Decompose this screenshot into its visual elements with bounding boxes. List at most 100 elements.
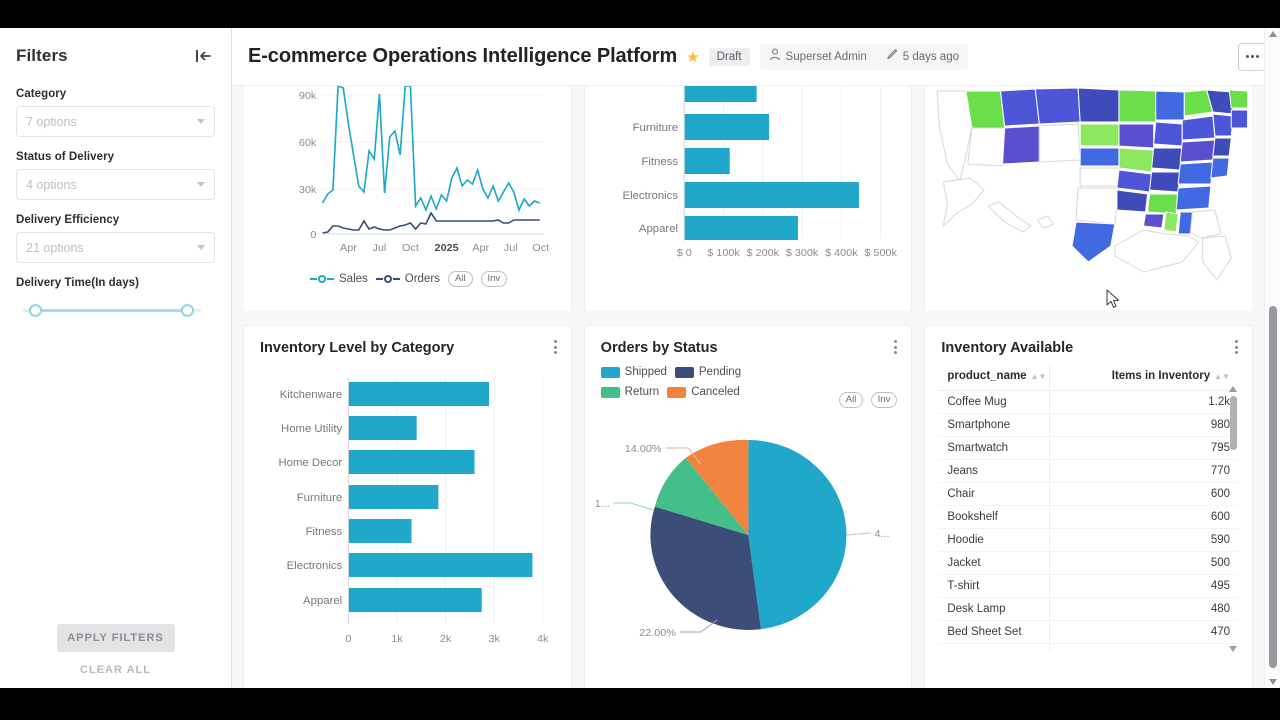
svg-text:$ 0: $ 0 [676,247,691,259]
timeseries-legend: Sales Orders All Inv [310,271,508,287]
table-row[interactable]: T-shirt 495 [939,574,1239,598]
table-row[interactable]: Desk Lamp 480 [939,597,1239,621]
cell-product-name: Hoodie [939,528,1078,552]
column-header-product-name[interactable]: product_name ▲▼ [939,364,1078,391]
inventory-table-wrap: product_name ▲▼ Items in Inventory ▲▼ Coff… [939,364,1239,652]
page-scrollbar-thumb[interactable] [1269,306,1277,668]
svg-text:Home Decor: Home Decor [278,457,342,469]
sales-by-category-chart: Furniture Fitness Electronics Apparel $ … [622,86,897,259]
cell-product-name: Bookshelf [939,505,1078,529]
filter-select-delivery-efficiency[interactable]: 21 options [16,232,215,263]
chart-card-inventory-level-by-category[interactable]: Inventory Level by Category [244,326,571,688]
badge-all[interactable]: All [447,271,473,287]
slider-handle-max[interactable] [181,304,194,317]
svg-text:$ 200k: $ 200k [746,247,779,259]
kebab-menu-icon[interactable] [894,340,898,354]
scroll-up-arrow-icon[interactable] [1269,31,1277,37]
page-scrollbar[interactable] [1264,28,1280,688]
svg-text:Oct: Oct [532,242,549,254]
inventory-table: product_name ▲▼ Items in Inventory ▲▼ Coff… [939,364,1239,644]
table-row[interactable]: Smartphone 980 [939,413,1239,437]
sales-orders-timeseries-chart: 90k 60k 30k 0 Apr Jul Oct 2025 [299,86,549,254]
scroll-down-arrow-icon[interactable] [1229,646,1238,652]
dashboard-owner: Superset Admin [785,50,867,63]
cell-items: 600 [1077,505,1239,529]
chart-card-inventory-available[interactable]: Inventory Available product_name ▲▼ [925,326,1253,688]
svg-text:Apparel: Apparel [639,223,678,235]
svg-text:$ 100k: $ 100k [707,247,740,259]
table-row[interactable]: Bookshelf 600 [939,505,1239,529]
apply-filters-button[interactable]: APPLY FILTERS [56,624,175,652]
badge-all[interactable]: All [838,392,864,408]
card-title-inventory-available: Inventory Available [941,340,1074,356]
filter-actions: APPLY FILTERS CLEAR ALL [0,624,231,680]
filter-select-status-of-delivery[interactable]: 4 options [16,169,215,200]
last-modified: 5 days ago [902,50,959,63]
clear-all-button[interactable]: CLEAR ALL [70,660,161,680]
svg-text:Furniture: Furniture [632,122,677,134]
dashboard-row-1: 90k 60k 30k 0 Apr Jul Oct 2025 [244,86,1252,311]
svg-text:90k: 90k [299,90,317,102]
slider-handle-min[interactable] [29,304,42,317]
scroll-up-arrow-icon[interactable] [1229,386,1238,392]
chart-card-sales-by-state-map[interactable] [925,86,1252,311]
collapse-left-icon[interactable] [193,45,215,67]
table-scrollbar[interactable] [1229,386,1238,652]
chart-card-sales-orders-timeseries[interactable]: 90k 60k 30k 0 Apr Jul Oct 2025 [244,86,571,311]
filters-title: Filters [16,46,68,65]
svg-text:Jul: Jul [504,242,518,254]
table-row[interactable]: Coffee Mug 1.2k [939,390,1239,414]
cell-items: 795 [1077,436,1239,460]
chart-card-orders-by-status[interactable]: Orders by Status Shipped Pending [584,326,912,688]
table-row[interactable]: Bed Sheet Set 470 [939,620,1239,644]
svg-text:Apr: Apr [472,242,489,254]
column-header-items-in-inventory[interactable]: Items in Inventory ▲▼ [1077,364,1239,391]
status-badge: Draft [708,47,750,66]
legend-item-shipped[interactable]: Shipped [600,366,667,378]
filter-group-status-of-delivery: Status of Delivery 4 options [16,151,215,200]
legend-label-return: Return [624,386,660,398]
svg-text:Furniture: Furniture [297,492,342,504]
cell-product-name: Jacket [939,551,1078,575]
badge-inv[interactable]: Inv [870,392,898,408]
card-title-inventory-level: Inventory Level by Category [260,340,455,356]
table-row[interactable]: Jacket 500 [939,551,1239,575]
table-row[interactable]: Jeans 770 [939,459,1239,483]
kebab-menu-icon[interactable] [553,340,557,354]
legend-item-canceled[interactable]: Canceled [667,386,740,398]
scroll-down-arrow-icon[interactable] [1269,679,1277,685]
return-swatch-icon [600,386,620,398]
cell-product-name: Smartphone [939,413,1078,437]
filter-select-category[interactable]: 7 options [16,106,215,137]
delivery-time-slider[interactable] [16,302,215,318]
ellipsis-icon[interactable] [1238,42,1266,71]
star-icon[interactable]: ★ [686,48,700,66]
svg-text:Apr: Apr [340,242,357,254]
user-icon [769,48,781,66]
cell-product-name: Bed Sheet Set [939,620,1078,644]
svg-text:30k: 30k [299,184,317,196]
table-row[interactable]: Smartwatch 795 [939,436,1239,460]
svg-text:Kitchenware: Kitchenware [280,389,342,401]
cell-items: 770 [1077,459,1239,483]
svg-text:Oct: Oct [402,242,419,254]
pie-label-shipped: 4... [874,528,889,540]
legend-item-return[interactable]: Return [600,386,660,398]
table-header-row: product_name ▲▼ Items in Inventory ▲▼ [939,364,1239,391]
badge-inv[interactable]: Inv [480,271,508,287]
table-scrollbar-thumb[interactable] [1230,396,1238,450]
svg-text:$ 400k: $ 400k [825,247,858,259]
filter-value-delivery-efficiency: 21 options [26,240,84,255]
page-title: E-commerce Operations Intelligence Platf… [248,45,678,67]
chart-card-sales-by-category[interactable]: Furniture Fitness Electronics Apparel $ … [584,86,912,311]
pie-label-pending: 22.00% [639,627,676,639]
svg-text:$ 500k: $ 500k [864,247,897,259]
legend-label-sales: Sales [339,273,368,285]
kebab-menu-icon[interactable] [1235,340,1239,354]
cell-items: 1.2k [1077,390,1239,414]
table-row[interactable]: Hoodie 590 [939,528,1239,552]
legend-item-orders[interactable]: Orders [375,273,440,285]
legend-item-sales[interactable]: Sales [310,273,368,285]
legend-item-pending[interactable]: Pending [674,366,741,378]
table-row[interactable]: Chair 600 [939,482,1239,506]
